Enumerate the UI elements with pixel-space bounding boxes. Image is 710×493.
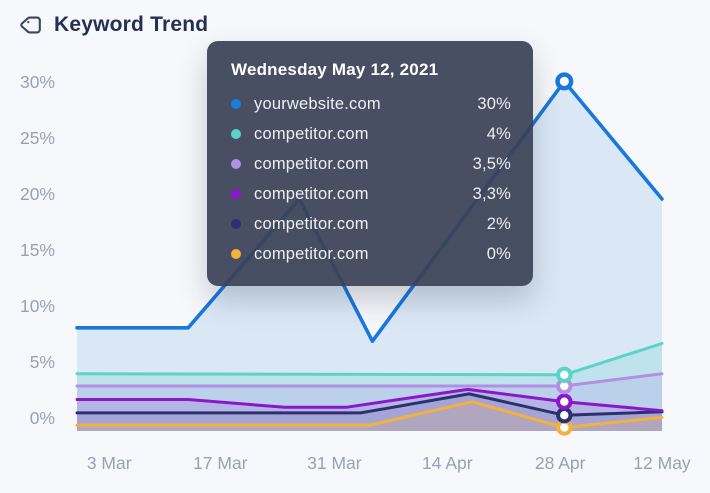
y-axis-label: 10% <box>20 296 55 316</box>
tooltip-series-value: 2% <box>486 214 511 233</box>
legend-dot-icon <box>231 129 241 139</box>
legend-dot-icon <box>231 219 241 229</box>
legend-dot-icon <box>231 99 241 109</box>
trend-line[interactable] <box>75 400 664 429</box>
tooltip-row: competitor.com 2% <box>229 209 511 239</box>
y-axis-label: 5% <box>30 352 55 372</box>
tooltip-row: competitor.com 4% <box>229 119 511 149</box>
data-point-marker[interactable] <box>556 366 573 383</box>
page-title: Keyword Trend <box>54 13 209 36</box>
y-axis-label: 15% <box>20 240 55 260</box>
x-axis-label: 12 May <box>633 453 691 473</box>
tooltip-row: competitor.com 3,3% <box>229 179 511 209</box>
x-axis-label: 14 Apr <box>422 453 473 473</box>
y-axis-label: 0% <box>30 408 55 428</box>
tag-icon <box>20 16 41 34</box>
y-axis-label: 30% <box>20 72 55 92</box>
tooltip-rows: yourwebsite.com 30% competitor.com 4% compet… <box>229 89 511 269</box>
y-axis-label: 20% <box>20 184 55 204</box>
card-header: Keyword Trend <box>19 13 208 37</box>
tooltip-row: competitor.com 3,5% <box>229 149 511 179</box>
area-fill <box>77 401 662 431</box>
tooltip-series-value: 30% <box>477 94 511 113</box>
trend-line[interactable] <box>75 392 664 417</box>
tooltip-series-value: 0% <box>486 244 511 263</box>
x-axis-label: 31 Mar <box>307 453 362 473</box>
tooltip-series-label: yourwebsite.com <box>254 94 381 113</box>
x-axis-label: 28 Apr <box>535 453 586 473</box>
tooltip-series-label: competitor.com <box>254 244 369 263</box>
legend-dot-icon <box>231 249 241 259</box>
y-axis-label: 25% <box>20 128 55 148</box>
tooltip-series-value: 3,5% <box>472 154 511 173</box>
chart-tooltip: Wednesday May 12, 2021 yourwebsite.com 30… <box>207 41 533 286</box>
tooltip-series-label: competitor.com <box>254 154 369 173</box>
tooltip-date-title: Wednesday May 12, 2021 <box>231 60 439 79</box>
data-point-marker[interactable] <box>555 72 574 91</box>
x-axis-label: 17 Mar <box>193 453 248 473</box>
data-point-marker[interactable] <box>556 393 573 410</box>
data-point-marker[interactable] <box>556 407 573 424</box>
tooltip-row: competitor.com 0% <box>229 239 511 269</box>
tooltip-series-label: competitor.com <box>254 214 369 233</box>
legend-dot-icon <box>231 159 241 169</box>
tooltip-row: yourwebsite.com 30% <box>229 89 511 119</box>
tooltip-series-label: competitor.com <box>254 124 369 143</box>
tooltip-series-value: 4% <box>486 124 511 143</box>
tooltip-series-label: competitor.com <box>254 184 369 203</box>
tooltip-series-value: 3,3% <box>472 184 511 203</box>
legend-dot-icon <box>231 189 241 199</box>
x-axis-label: 3 Mar <box>87 453 132 473</box>
